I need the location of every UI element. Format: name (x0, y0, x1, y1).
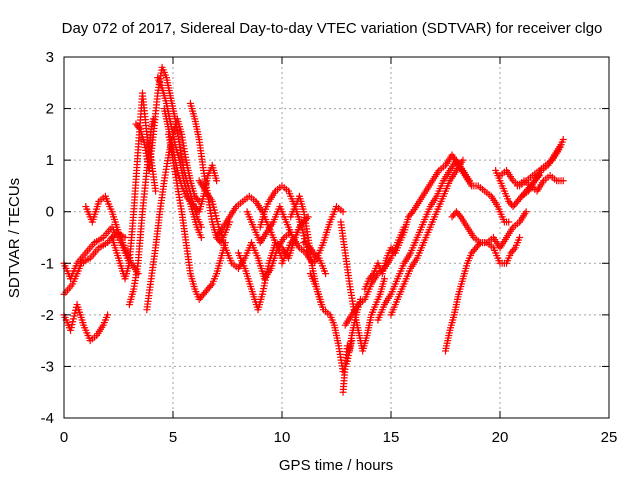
data-point (465, 177, 473, 185)
data-point (407, 209, 415, 217)
x-tick-label: 5 (169, 429, 177, 446)
data-point (510, 246, 518, 254)
data-point (152, 187, 160, 195)
x-axis-label: GPS time / hours (279, 457, 393, 474)
data-point (368, 271, 376, 279)
y-tick-label: 1 (46, 152, 54, 169)
grid-lines (64, 57, 609, 418)
data-point (322, 270, 330, 278)
data-point (516, 234, 524, 241)
data-point (213, 177, 221, 185)
data-point (339, 208, 347, 216)
axis-ticks: -4 -3 -2 -1 0 1 2 3 0 5 10 15 20 25 (41, 49, 618, 446)
y-tick-label: 2 (46, 101, 54, 118)
y-tick-label: -2 (41, 307, 54, 324)
data-point (197, 234, 205, 241)
chart-title: Day 072 of 2017, Sidereal Day-to-day VTE… (62, 20, 603, 37)
plot-frame (63, 56, 610, 419)
y-tick-label: -1 (41, 255, 54, 272)
y-axis-label: SDTVAR / TECUs (6, 178, 23, 298)
data-point (135, 123, 143, 131)
y-tick-label: 0 (46, 204, 54, 221)
data-point (522, 208, 530, 216)
data-point (459, 156, 467, 164)
data-points (60, 63, 567, 396)
data-point (559, 177, 567, 185)
data-point (303, 215, 311, 223)
x-tick-label: 0 (60, 429, 68, 446)
data-point (559, 136, 567, 144)
data-point (207, 282, 215, 290)
data-point (475, 240, 483, 248)
x-tick-label: 10 (274, 429, 291, 446)
y-tick-label: 3 (46, 49, 54, 66)
data-point (380, 275, 388, 283)
y-tick-label: -4 (41, 410, 54, 427)
data-point (455, 211, 463, 219)
data-point (104, 311, 112, 319)
data-point (557, 141, 565, 149)
x-tick-label: 20 (492, 429, 509, 446)
data-point (348, 337, 356, 345)
data-point (194, 196, 202, 204)
y-tick-label: -3 (41, 358, 54, 375)
data-point (304, 213, 312, 221)
data-point (505, 218, 513, 226)
x-tick-label: 25 (601, 429, 618, 446)
x-tick-label: 15 (383, 429, 400, 446)
